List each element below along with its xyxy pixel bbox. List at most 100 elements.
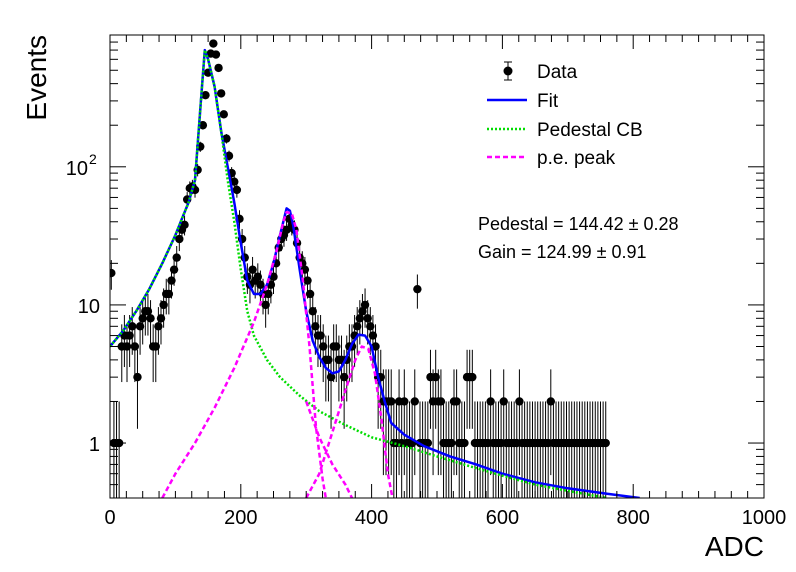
data-point xyxy=(175,234,184,244)
x-tick-label: 400 xyxy=(355,507,388,529)
data-point xyxy=(125,331,134,340)
data-point xyxy=(167,276,176,285)
curve-fit xyxy=(110,48,640,498)
legend-label: Pedestal CB xyxy=(537,120,643,141)
data-point xyxy=(135,322,145,331)
data-point xyxy=(305,289,315,299)
x-tick-label: 1000 xyxy=(742,507,787,529)
data-point xyxy=(133,372,142,382)
x-tick-label: 800 xyxy=(617,507,650,529)
curve-p-e-peak xyxy=(305,345,394,498)
x-tick-label: 600 xyxy=(486,507,519,529)
data-point xyxy=(248,265,257,274)
curve-pedestal-cb xyxy=(110,48,608,498)
data-point xyxy=(400,397,409,406)
data-point xyxy=(264,289,273,299)
data-point xyxy=(146,314,155,323)
data-point xyxy=(282,225,291,234)
data-point xyxy=(368,331,378,340)
data-point xyxy=(230,177,239,186)
data-point xyxy=(468,372,477,382)
data-point xyxy=(216,89,226,98)
data-point xyxy=(256,280,265,289)
data-point xyxy=(499,397,508,406)
data-point xyxy=(366,322,375,331)
data-point xyxy=(447,438,456,448)
y-tick-label: 10 xyxy=(78,296,100,318)
data-point xyxy=(222,134,231,143)
data-point xyxy=(601,438,610,448)
data-point xyxy=(110,268,116,278)
x-tick-labels: 0 200 400 600 800 1000 xyxy=(104,507,786,529)
data-point xyxy=(332,342,341,351)
data-point xyxy=(169,265,179,274)
pedestal-annotation: Pedestal = 144.42 ± 0.28 xyxy=(478,214,679,234)
data-point xyxy=(546,397,555,406)
data-point xyxy=(353,322,362,331)
data-point xyxy=(371,342,380,351)
curve-p-e-peak xyxy=(305,401,354,498)
data-point xyxy=(261,300,270,310)
data-point xyxy=(303,276,312,285)
plot-area xyxy=(110,39,640,498)
data-point xyxy=(214,63,223,73)
data-point xyxy=(232,185,242,195)
x-tick-label: 0 xyxy=(104,507,115,529)
curve-p-e-peak xyxy=(161,210,328,498)
data-point xyxy=(253,272,263,281)
data-point xyxy=(164,289,174,299)
data-point xyxy=(423,438,433,448)
data-point xyxy=(128,322,137,331)
data-point xyxy=(326,372,336,382)
data-point xyxy=(360,300,370,310)
data-point xyxy=(143,307,153,316)
data-point xyxy=(436,397,446,406)
data-point xyxy=(358,307,367,316)
y-tick-label-exponent: 2 xyxy=(89,151,97,167)
data-point xyxy=(355,314,365,323)
data-point xyxy=(211,50,221,59)
data-point xyxy=(486,397,495,406)
legend-label: p.e. peak xyxy=(537,148,616,169)
data-point xyxy=(209,39,218,48)
data-point xyxy=(387,397,396,406)
data-point xyxy=(138,314,147,323)
data-point xyxy=(180,220,189,230)
data-point xyxy=(452,397,461,406)
data-point xyxy=(308,307,317,316)
data-point xyxy=(154,322,163,331)
data-series-points xyxy=(110,39,610,498)
axis-ticks xyxy=(109,34,765,499)
data-point xyxy=(515,397,524,406)
data-point xyxy=(363,314,372,323)
data-point xyxy=(410,397,419,406)
data-point xyxy=(172,253,181,262)
fit-results: Pedestal = 144.42 ± 0.28 Gain = 124.99 ±… xyxy=(478,214,679,262)
y-tick-label: 1 xyxy=(89,434,100,456)
data-point xyxy=(269,272,278,281)
legend-label: Data xyxy=(537,62,578,83)
data-point xyxy=(413,284,422,294)
data-point xyxy=(198,121,208,130)
data-point xyxy=(460,438,469,448)
x-tick-label: 200 xyxy=(224,507,257,529)
data-point xyxy=(324,355,333,365)
legend: Data Fit Pedestal CB p.e. peak xyxy=(487,61,643,169)
legend-label: Fit xyxy=(537,91,559,112)
data-point xyxy=(151,342,160,351)
y-tick-label: 10 xyxy=(66,158,88,180)
data-point xyxy=(311,322,320,331)
data-point xyxy=(339,372,349,382)
data-point xyxy=(156,314,166,323)
data-point xyxy=(201,90,210,100)
gain-annotation: Gain = 124.99 ± 0.91 xyxy=(478,242,647,262)
data-point xyxy=(319,342,328,351)
data-point xyxy=(159,300,168,310)
data-point xyxy=(431,372,440,382)
legend-marker xyxy=(503,66,513,76)
x-axis-label: ADC xyxy=(705,531,764,562)
y-axis-label: Events xyxy=(21,35,52,121)
